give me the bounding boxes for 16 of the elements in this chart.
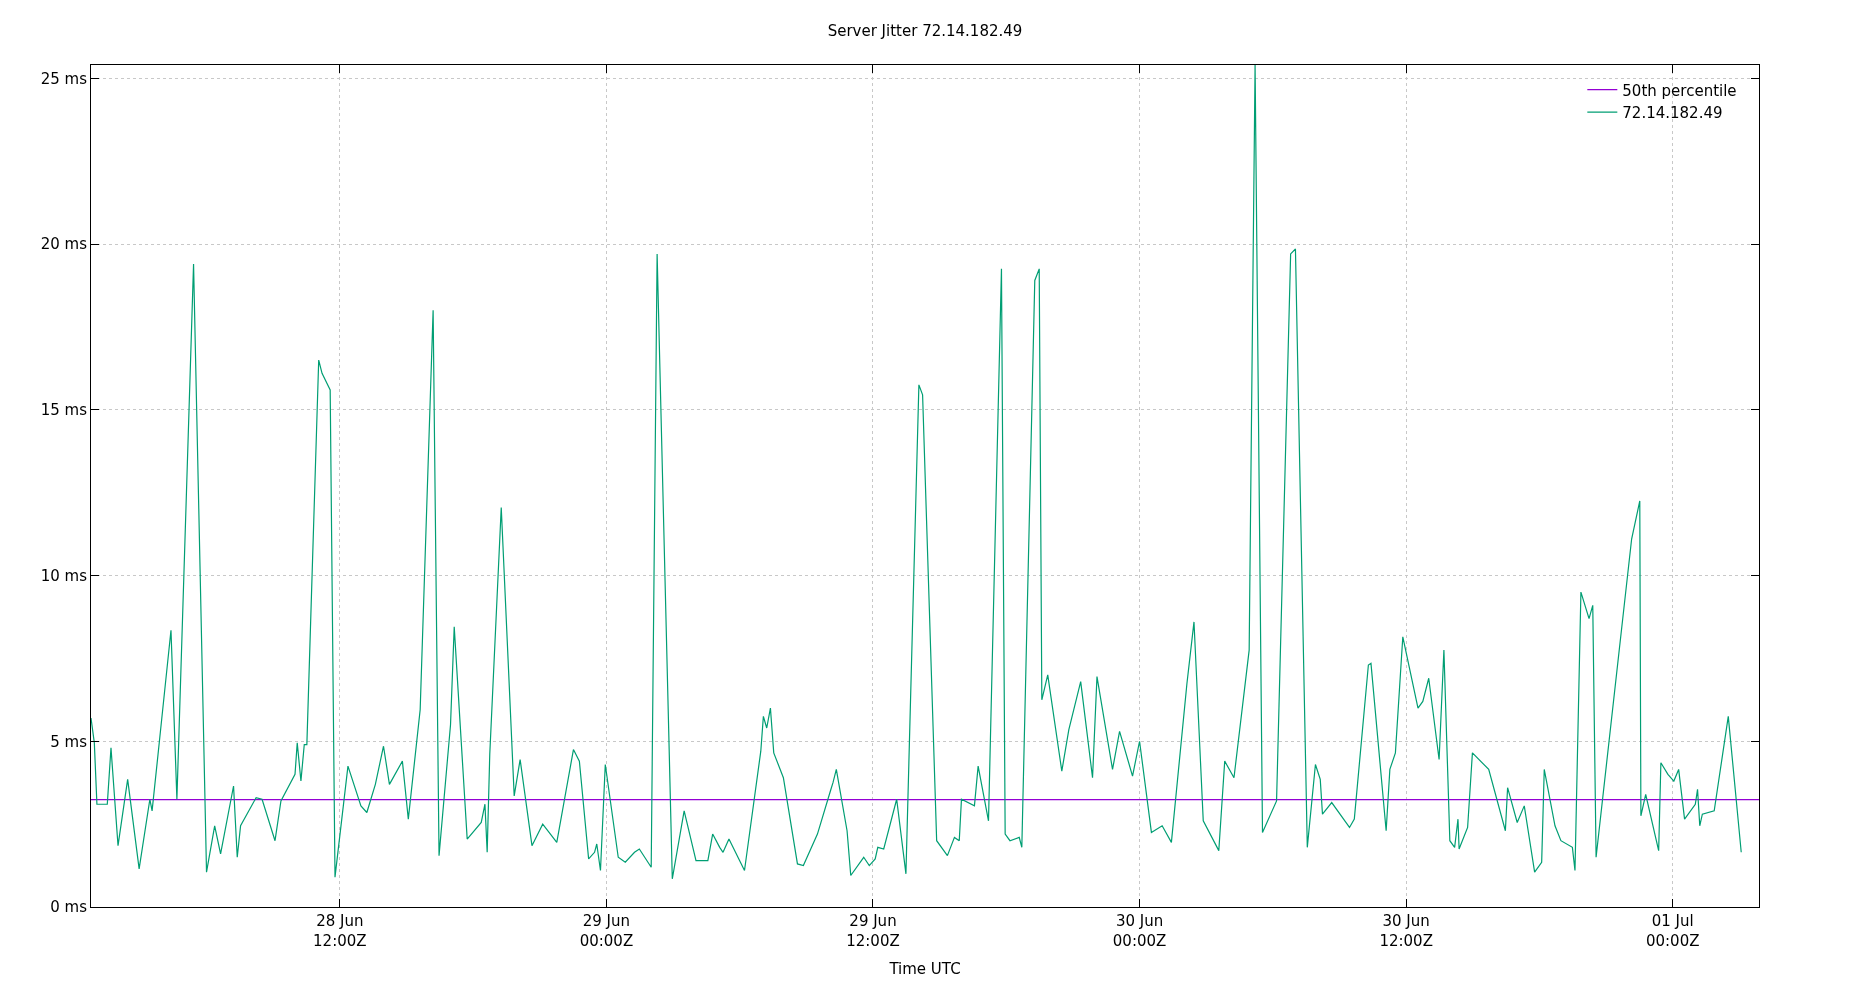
legend-label: 72.14.182.49 <box>1622 104 1723 123</box>
legend-label: 50th percentile <box>1622 81 1737 100</box>
x-tick-label: 29 Jun 12:00Z <box>846 912 900 950</box>
y-tick-label: 25 ms <box>40 69 88 88</box>
x-tick-label: 30 Jun 00:00Z <box>1112 912 1167 950</box>
y-tick-label: 5 ms <box>50 732 88 751</box>
y-tick-label: 0 ms <box>50 898 88 917</box>
x-tick-label: 28 Jun 12:00Z <box>313 912 367 950</box>
x-tick-label: 29 Jun 00:00Z <box>579 912 634 950</box>
x-axis-title: Time UTC <box>888 959 961 978</box>
y-tick-label: 20 ms <box>40 235 88 254</box>
x-tick-label: 01 Jul 00:00Z <box>1645 912 1700 950</box>
y-tick-label: 15 ms <box>40 401 88 420</box>
chart-title: Server Jitter 72.14.182.49 <box>827 21 1023 40</box>
x-tick-label: 30 Jun 12:00Z <box>1379 912 1433 950</box>
y-tick-label: 10 ms <box>40 566 88 585</box>
